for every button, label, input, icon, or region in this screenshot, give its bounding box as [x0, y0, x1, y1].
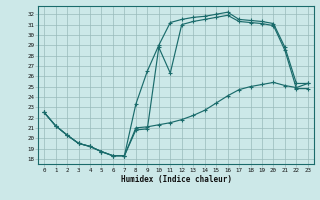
- X-axis label: Humidex (Indice chaleur): Humidex (Indice chaleur): [121, 175, 231, 184]
